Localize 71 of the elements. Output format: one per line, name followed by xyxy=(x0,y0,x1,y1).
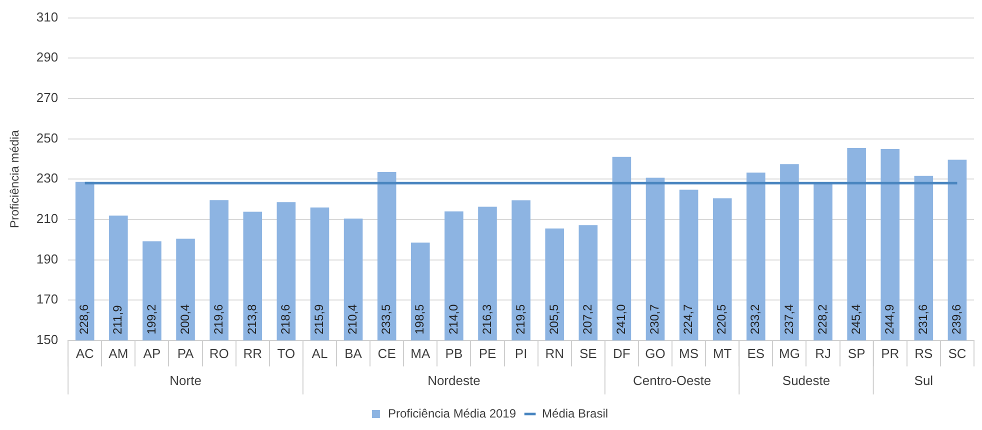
legend-label: Proficiência Média 2019 xyxy=(388,406,516,420)
data-label: 228,2 xyxy=(815,304,830,334)
x-tick-label: SP xyxy=(848,346,866,361)
text: Centro-Oeste xyxy=(633,372,712,388)
data-label: 245,4 xyxy=(848,304,863,334)
y-tick-label: 250 xyxy=(36,130,58,146)
data-label: 200,4 xyxy=(178,304,192,334)
x-tick-label: RS xyxy=(914,346,934,361)
text: Sul xyxy=(914,372,934,388)
x-tick-label: RJ xyxy=(815,346,831,361)
data-label: 198,5 xyxy=(412,304,427,334)
data-label: 207,2 xyxy=(580,304,594,334)
x-tick-label: PR xyxy=(881,346,900,361)
data-label: 211,9 xyxy=(110,304,125,334)
legend-label: Média Brasil xyxy=(542,406,608,420)
text: Nordeste xyxy=(428,372,480,388)
data-label: 199,2 xyxy=(144,304,158,334)
data-label: 210,4 xyxy=(346,304,360,334)
data-label: 219,5 xyxy=(513,304,528,334)
data-label: 218,6 xyxy=(278,304,292,334)
data-label: 220,5 xyxy=(714,304,729,334)
data-label: 233,5 xyxy=(379,304,394,334)
x-tick-label: PI xyxy=(514,346,528,361)
x-tick-label: MG xyxy=(778,346,800,361)
x-tick-label: SC xyxy=(948,346,966,361)
y-tick-label: 170 xyxy=(36,292,58,307)
y-tick-label: 150 xyxy=(36,332,58,347)
x-tick-label: RR xyxy=(243,346,262,361)
data-label: 215,9 xyxy=(312,304,326,334)
x-tick-label: AP xyxy=(143,346,161,361)
x-tick-label: DF xyxy=(613,346,630,361)
data-label: 241,0 xyxy=(614,304,628,334)
data-label: 224,7 xyxy=(681,304,696,334)
data-label: 230,7 xyxy=(648,304,662,334)
x-tick-label: TO xyxy=(277,346,296,361)
x-tick-label: BA xyxy=(344,346,362,361)
x-tick-label: MS xyxy=(679,346,699,361)
data-label: 244,9 xyxy=(882,304,896,334)
data-label: 219,6 xyxy=(211,304,226,334)
x-tick-label: MA xyxy=(410,346,430,361)
y-tick-label: 310 xyxy=(36,9,58,24)
data-label: 228,6 xyxy=(77,304,92,334)
text: Sudeste xyxy=(782,372,830,388)
x-tick-label: GO xyxy=(645,346,666,361)
data-label: 233,2 xyxy=(748,304,762,334)
data-label: 231,6 xyxy=(916,304,930,334)
x-tick-label: PA xyxy=(177,346,194,361)
data-label: 214,0 xyxy=(446,304,460,334)
x-tick-label: AL xyxy=(312,346,328,361)
x-tick-label: PB xyxy=(445,346,463,361)
text: Norte xyxy=(170,372,202,388)
y-tick-label: 230 xyxy=(36,170,58,186)
data-label: 237,4 xyxy=(782,304,796,334)
y-tick-label: 210 xyxy=(36,211,58,226)
x-tick-label: CE xyxy=(378,346,396,361)
y-tick-label: 290 xyxy=(36,50,58,65)
y-tick-label: 190 xyxy=(36,251,58,266)
data-label: 239,6 xyxy=(950,304,964,334)
x-tick-label: SE xyxy=(579,346,598,361)
y-tick-label: 270 xyxy=(36,90,58,106)
x-tick-label: PE xyxy=(478,346,496,361)
data-label: 205,5 xyxy=(546,304,561,334)
x-tick-label: ES xyxy=(747,346,765,361)
data-label: 216,3 xyxy=(480,304,494,334)
x-tick-label: RO xyxy=(209,346,229,361)
y-axis-title: Proficiência média xyxy=(8,130,22,228)
x-tick-label: AC xyxy=(76,346,94,361)
x-tick-label: MT xyxy=(712,346,732,361)
data-label: 213,8 xyxy=(244,304,259,334)
x-tick-label: RN xyxy=(545,346,564,361)
x-tick-label: AM xyxy=(108,346,128,361)
